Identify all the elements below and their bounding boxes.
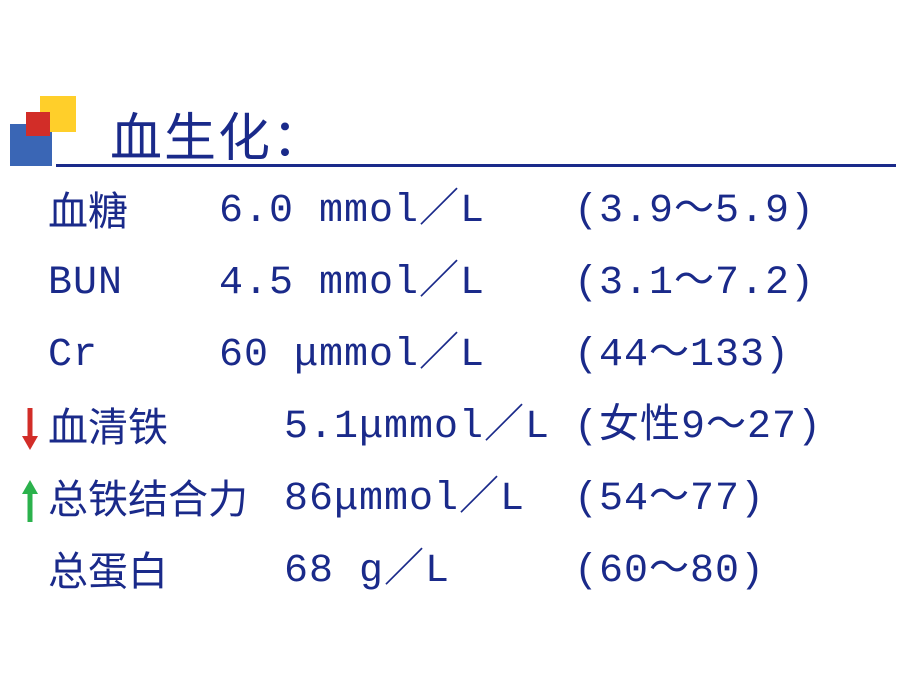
label: 总蛋白 (48, 552, 168, 592)
slide-title: 血生化： (110, 96, 326, 171)
label: 总铁结合力 (48, 480, 248, 520)
row-tibc: 总铁结合力 86μmmol／L (54～77) (26, 468, 906, 540)
label: 血糖 (48, 192, 128, 232)
value: 86μmmol／L (284, 480, 525, 520)
value: 5.1μmmol／L (284, 408, 550, 448)
label: BUN (48, 264, 123, 304)
reference-range: (60～80) (574, 552, 765, 592)
reference-range: (44～133) (574, 336, 790, 376)
value: 6.0 mmol／L (219, 192, 485, 232)
row-total-protein: 总蛋白 68 g／L (60～80) (26, 540, 906, 612)
row-glucose: 血糖 6.0 mmol／L (3.9～5.9) (26, 180, 906, 252)
square-red (26, 112, 50, 136)
lab-results: 血糖 6.0 mmol／L (3.9～5.9) BUN 4.5 mmol／L (… (26, 180, 906, 612)
value: 4.5 mmol／L (219, 264, 485, 304)
reference-range: (女性9～27) (574, 408, 822, 448)
label: 血清铁 (48, 408, 168, 448)
reference-range: (3.1～7.2) (574, 264, 815, 304)
arrow-down-icon (20, 406, 44, 452)
label: Cr (48, 336, 98, 376)
value: 60 μmmol／L (219, 336, 485, 376)
row-bun: BUN 4.5 mmol／L (3.1～7.2) (26, 252, 906, 324)
title-underline (56, 164, 896, 167)
value: 68 g／L (284, 552, 450, 592)
row-serum-iron: 血清铁 5.1μmmol／L (女性9～27) (26, 396, 906, 468)
row-cr: Cr 60 μmmol／L (44～133) (26, 324, 906, 396)
arrow-up-icon (20, 478, 44, 524)
reference-range: (3.9～5.9) (574, 192, 815, 232)
reference-range: (54～77) (574, 480, 765, 520)
